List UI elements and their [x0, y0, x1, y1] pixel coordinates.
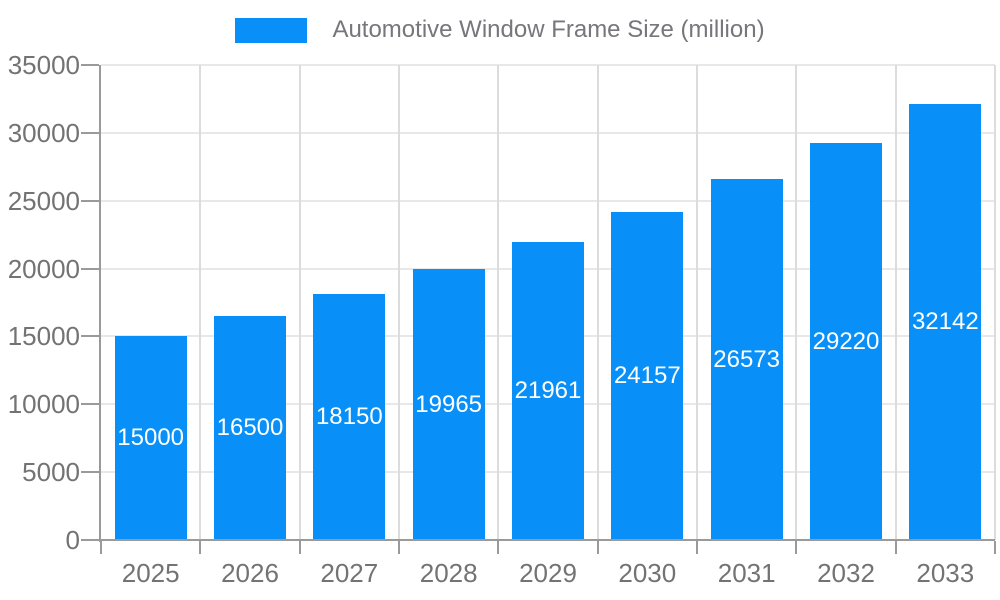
x-tick	[894, 541, 897, 554]
y-tick-label: 25000	[7, 185, 80, 216]
x-tick-label: 2029	[519, 558, 577, 588]
y-tick	[81, 64, 99, 66]
bar	[611, 212, 684, 539]
y-tick	[81, 403, 99, 406]
bar-value-label: 29220	[812, 327, 880, 355]
x-tick	[596, 541, 599, 554]
bar-value-label: 21961	[514, 376, 582, 404]
gridline-horizontal	[101, 131, 995, 134]
gridline-vertical	[894, 65, 897, 540]
x-tick-label: 2031	[717, 558, 776, 588]
x-tick-label: 2028	[419, 558, 478, 588]
x-tick-label: 2033	[916, 558, 975, 588]
x-tick-label: 2027	[320, 558, 379, 588]
y-tick-label: 5000	[22, 457, 80, 488]
y-tick	[81, 131, 99, 134]
bar	[412, 269, 485, 539]
bar-value-label: 18150	[315, 402, 383, 430]
x-tick-label: 2032	[817, 558, 875, 588]
bar-value-label: 26573	[713, 345, 781, 373]
legend-swatch	[235, 17, 308, 43]
gridline-vertical	[199, 65, 202, 540]
bar	[512, 241, 584, 539]
gridline-vertical	[795, 65, 798, 540]
gridline-horizontal	[101, 199, 995, 202]
gridline-vertical	[298, 65, 301, 540]
x-tick	[696, 541, 698, 554]
gridline-vertical	[398, 65, 400, 540]
y-tick	[81, 539, 99, 541]
y-tick	[81, 199, 99, 202]
x-tick-label: 2030	[618, 558, 677, 588]
bar	[909, 103, 982, 539]
x-tick-label: 2025	[121, 558, 180, 588]
gridline-vertical	[994, 65, 996, 540]
y-tick-label: 35000	[7, 50, 80, 80]
y-tick-label: 20000	[7, 253, 80, 284]
legend-label: Automotive Window Frame Size (million)	[332, 16, 765, 43]
y-tick-label: 0	[65, 525, 80, 555]
x-tick-label: 2026	[221, 558, 279, 588]
bar-value-label: 19965	[415, 390, 483, 418]
y-tick	[81, 471, 99, 474]
bar	[313, 293, 386, 539]
bar-value-label: 16500	[216, 414, 284, 442]
x-tick	[994, 541, 996, 554]
x-tick	[497, 541, 500, 554]
x-tick	[398, 541, 400, 554]
gridline-vertical	[696, 65, 698, 540]
bar-value-label: 24157	[613, 362, 681, 390]
y-tick-label: 15000	[7, 321, 80, 352]
bar-value-label: 15000	[117, 424, 185, 452]
bar	[114, 336, 187, 539]
x-tick	[199, 541, 202, 554]
x-tick	[100, 541, 102, 554]
bar-value-label: 32142	[911, 307, 979, 335]
x-tick	[795, 541, 798, 554]
x-axis-line	[99, 539, 995, 541]
bar	[710, 179, 783, 539]
y-tick-label: 10000	[7, 389, 80, 420]
bar	[214, 316, 286, 539]
y-tick	[81, 335, 99, 338]
y-tick-label: 30000	[7, 117, 80, 148]
gridline-vertical	[596, 65, 599, 540]
legend: Automotive Window Frame Size (million)	[0, 12, 1000, 48]
y-axis-line	[99, 65, 101, 542]
y-tick	[81, 267, 99, 270]
x-tick	[298, 541, 301, 554]
gridline-horizontal	[101, 64, 995, 66]
bar	[810, 143, 882, 539]
gridline-vertical	[497, 65, 500, 540]
